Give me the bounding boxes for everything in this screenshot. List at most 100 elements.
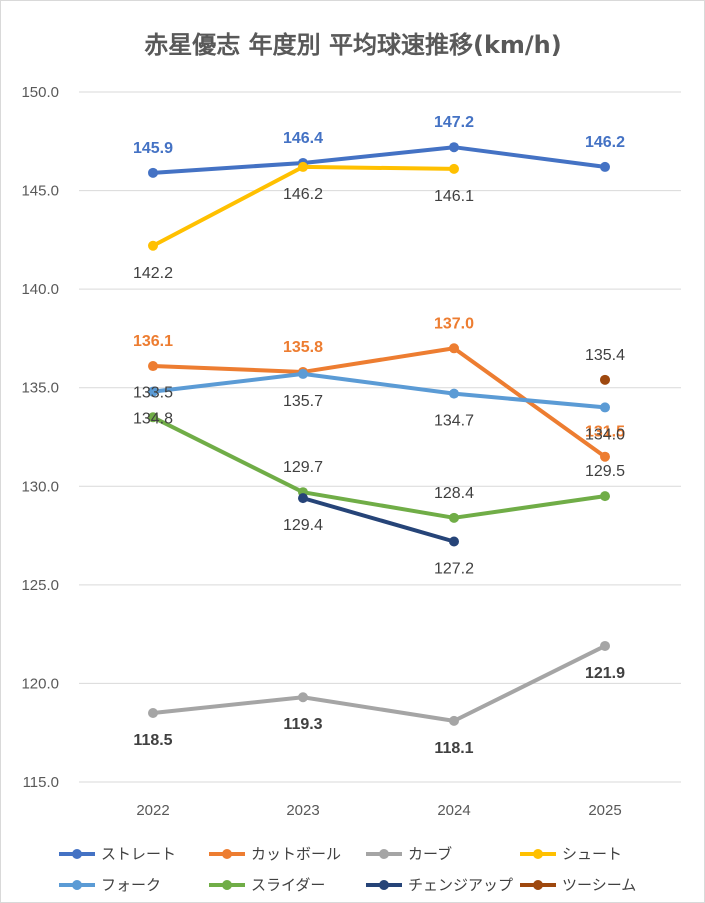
series-line <box>151 643 607 723</box>
data-label: 133.5 <box>133 384 173 401</box>
legend-label: カットボール <box>251 845 341 863</box>
data-point <box>449 343 459 354</box>
data-point <box>148 361 158 372</box>
data-point <box>600 402 610 413</box>
data-point <box>600 161 610 172</box>
y-tick-label: 145.0 <box>21 183 59 200</box>
legend-item[interactable]: フォーク <box>59 876 161 894</box>
data-point <box>600 491 610 502</box>
data-label: 146.1 <box>434 188 474 205</box>
data-label: 134.8 <box>133 411 173 428</box>
legend-item[interactable]: ストレート <box>59 845 176 863</box>
data-point <box>449 163 459 174</box>
legend-swatch-marker <box>72 849 82 859</box>
data-label: 146.2 <box>585 134 625 151</box>
data-point <box>298 161 308 172</box>
data-point <box>600 451 610 462</box>
data-label: 128.4 <box>434 485 474 502</box>
y-tick-label: 140.0 <box>21 281 59 298</box>
chart-title: 赤星優志 年度別 平均球速推移(km/h) <box>144 31 561 59</box>
data-label: 134.7 <box>434 413 474 430</box>
legend-item[interactable]: チェンジアップ <box>366 876 513 894</box>
data-label: 135.8 <box>283 339 323 356</box>
data-label: 135.4 <box>585 347 625 364</box>
legend-label: ストレート <box>101 845 176 863</box>
legend-swatch-marker <box>379 880 389 890</box>
y-tick-label: 125.0 <box>21 577 59 594</box>
series-line <box>151 145 607 175</box>
data-label: 142.2 <box>133 265 173 282</box>
series-line <box>151 164 456 248</box>
data-label: 118.1 <box>434 740 473 757</box>
series-3 <box>148 640 610 726</box>
legend-label: スライダー <box>251 876 325 894</box>
data-label: 129.7 <box>283 459 323 476</box>
legend-item[interactable]: カーブ <box>366 845 452 863</box>
data-point <box>148 412 158 423</box>
data-label: 118.5 <box>133 732 172 749</box>
legend-item[interactable]: シュート <box>520 845 622 863</box>
data-point <box>449 536 459 547</box>
data-point <box>449 388 459 399</box>
legend-item[interactable]: ツーシーム <box>520 876 636 894</box>
legend-label: シュート <box>562 845 622 863</box>
series-7 <box>298 493 459 547</box>
series-line <box>151 371 607 410</box>
data-label: 119.3 <box>283 716 322 733</box>
series-6 <box>148 412 610 523</box>
series-line <box>301 496 456 544</box>
legend-label: カーブ <box>408 845 452 863</box>
legend-swatch-marker <box>222 849 232 859</box>
y-tick-label: 135.0 <box>21 380 59 397</box>
x-tick-label: 2023 <box>286 802 319 819</box>
series-1 <box>148 142 610 178</box>
data-point <box>298 692 308 703</box>
y-tick-label: 130.0 <box>21 478 59 495</box>
x-axis-ticks: 2022 2023 2024 2025 <box>136 802 621 819</box>
data-label: 127.2 <box>434 560 474 577</box>
data-labels: 145.9 146.4 147.2 146.2 136.1 135.8 137.0 131.5… <box>133 114 625 757</box>
legend-item[interactable]: スライダー <box>209 876 325 894</box>
y-tick-label: 150.0 <box>21 84 59 101</box>
data-point <box>298 493 308 504</box>
series-8 <box>600 374 610 385</box>
data-label: 137.0 <box>434 315 474 332</box>
legend-swatch-marker <box>533 880 543 890</box>
data-point <box>148 708 158 718</box>
data-point <box>148 240 158 251</box>
data-point <box>148 386 158 397</box>
y-tick-label: 115.0 <box>23 774 59 791</box>
series-4 <box>148 161 459 251</box>
data-point <box>148 167 158 178</box>
data-point <box>600 374 610 385</box>
series-5 <box>148 368 610 413</box>
data-point <box>449 142 459 153</box>
data-label: 121.9 <box>585 665 625 682</box>
x-tick-label: 2022 <box>136 802 169 819</box>
data-label: 136.1 <box>133 333 173 350</box>
y-axis-ticks: 115.0 120.0 125.0 130.0 135.0 140.0 145.0 150.0 <box>21 84 59 791</box>
data-point <box>600 640 610 651</box>
data-label: 146.4 <box>283 130 323 147</box>
series-lines <box>148 142 610 726</box>
data-label: 129.5 <box>585 463 625 480</box>
data-label: 147.2 <box>434 114 474 131</box>
y-tick-label: 120.0 <box>21 675 59 692</box>
data-label: 131.5 <box>585 424 625 441</box>
data-point <box>449 512 459 523</box>
data-label: 134.0 <box>585 426 625 443</box>
data-label: 146.2 <box>283 186 323 203</box>
legend-label: ツーシーム <box>562 876 636 894</box>
legend-label: チェンジアップ <box>408 876 513 894</box>
data-point <box>449 715 459 726</box>
legend-item[interactable]: カットボール <box>209 845 341 863</box>
legend-swatch-marker <box>379 849 389 859</box>
data-label: 145.9 <box>133 140 173 157</box>
legend-label: フォーク <box>101 876 161 894</box>
legend-swatch-marker <box>533 849 543 859</box>
data-point <box>298 368 308 379</box>
data-label: 129.4 <box>283 517 323 534</box>
